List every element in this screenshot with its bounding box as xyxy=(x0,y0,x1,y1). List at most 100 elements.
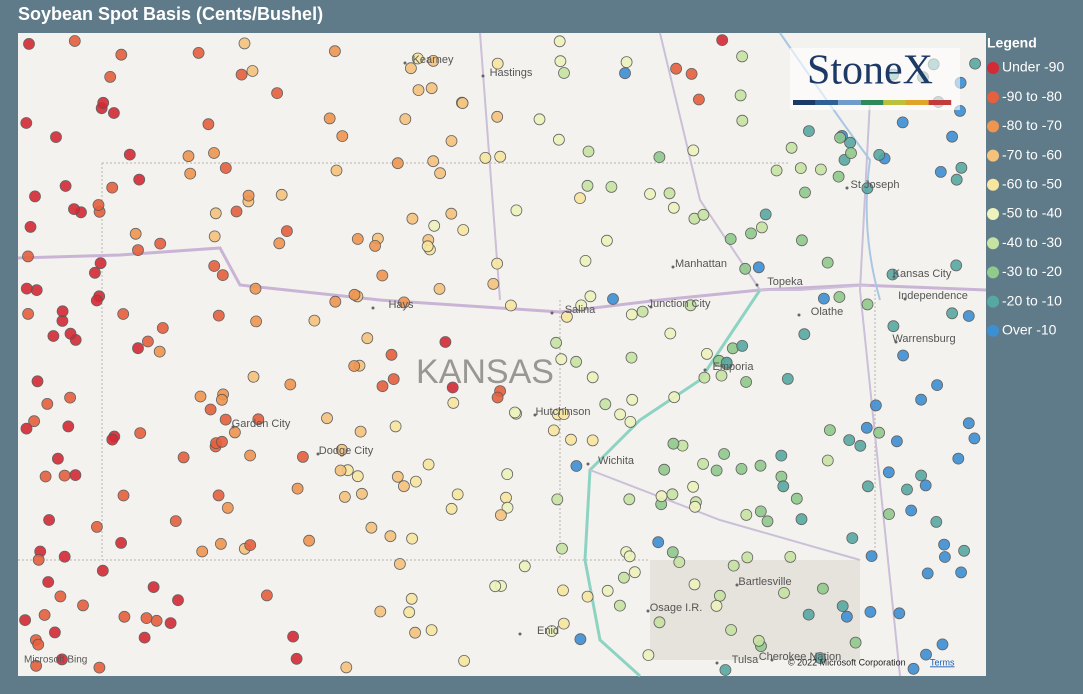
legend-label[interactable]: Under -90 xyxy=(1002,59,1064,75)
basis-point[interactable] xyxy=(739,262,752,275)
basis-point[interactable] xyxy=(374,605,387,618)
basis-point[interactable] xyxy=(882,466,895,479)
basis-point[interactable] xyxy=(323,112,336,125)
basis-point[interactable] xyxy=(43,514,55,526)
legend-swatch[interactable] xyxy=(987,120,999,133)
basis-point[interactable] xyxy=(422,458,435,471)
basis-point[interactable] xyxy=(215,393,228,406)
basis-point[interactable] xyxy=(684,299,697,312)
basis-point[interactable] xyxy=(754,459,767,472)
basis-point[interactable] xyxy=(714,589,726,602)
basis-point[interactable] xyxy=(777,480,790,493)
basis-point[interactable] xyxy=(687,144,700,157)
basis-point[interactable] xyxy=(720,356,733,369)
basis-point[interactable] xyxy=(491,57,504,70)
basis-point[interactable] xyxy=(666,488,679,501)
basis-point[interactable] xyxy=(376,269,389,282)
basis-point[interactable] xyxy=(328,45,341,58)
basis-point[interactable] xyxy=(20,117,33,129)
basis-point[interactable] xyxy=(725,624,737,636)
basis-point[interactable] xyxy=(561,310,573,323)
basis-point[interactable] xyxy=(907,662,920,675)
basis-point[interactable] xyxy=(182,150,195,163)
basis-point[interactable] xyxy=(670,62,682,75)
basis-point[interactable] xyxy=(340,661,353,674)
basis-point[interactable] xyxy=(626,393,639,406)
basis-point[interactable] xyxy=(64,327,77,340)
basis-point[interactable] xyxy=(554,55,567,68)
basis-point[interactable] xyxy=(934,165,947,178)
basis-point[interactable] xyxy=(930,516,943,528)
basis-point[interactable] xyxy=(115,48,128,61)
basis-point[interactable] xyxy=(688,578,701,591)
legend-label[interactable]: -60 to -50 xyxy=(1002,176,1062,192)
basis-point[interactable] xyxy=(846,532,859,544)
basis-point[interactable] xyxy=(69,469,82,482)
legend-swatch[interactable] xyxy=(987,178,999,191)
basis-point[interactable] xyxy=(775,449,788,462)
basis-point[interactable] xyxy=(893,607,906,620)
basis-point[interactable] xyxy=(409,475,422,488)
basis-point[interactable] xyxy=(64,391,76,404)
basis-point[interactable] xyxy=(735,462,748,475)
basis-point[interactable] xyxy=(581,179,594,192)
basis-point[interactable] xyxy=(815,163,827,176)
basis-point[interactable] xyxy=(698,371,711,384)
basis-point[interactable] xyxy=(138,631,151,644)
basis-point[interactable] xyxy=(93,661,106,674)
legend-label[interactable]: -30 to -20 xyxy=(1002,263,1062,279)
basis-point[interactable] xyxy=(451,488,464,501)
basis-point[interactable] xyxy=(47,330,60,342)
basis-point[interactable] xyxy=(348,360,361,372)
basis-point[interactable] xyxy=(824,424,836,437)
basis-point[interactable] xyxy=(445,502,458,515)
basis-point[interactable] xyxy=(946,130,958,143)
basis-point[interactable] xyxy=(666,546,679,559)
basis-point[interactable] xyxy=(873,148,886,161)
basis-point[interactable] xyxy=(685,68,698,80)
basis-point[interactable] xyxy=(938,538,950,551)
basis-point[interactable] xyxy=(958,544,970,557)
basis-point[interactable] xyxy=(818,292,830,305)
basis-point[interactable] xyxy=(504,299,517,312)
basis-point[interactable] xyxy=(821,256,834,269)
basis-point[interactable] xyxy=(799,186,811,199)
basis-point[interactable] xyxy=(427,55,440,67)
basis-point[interactable] xyxy=(921,567,934,580)
basis-point[interactable] xyxy=(794,162,807,175)
basis-point[interactable] xyxy=(330,164,343,177)
basis-point[interactable] xyxy=(123,148,136,161)
basis-point[interactable] xyxy=(62,420,75,433)
basis-point[interactable] xyxy=(216,269,229,282)
legend-label[interactable]: -20 to -10 xyxy=(1002,292,1062,308)
basis-point[interactable] xyxy=(865,550,878,562)
basis-point[interactable] xyxy=(740,376,752,388)
basis-point[interactable] xyxy=(891,435,903,448)
basis-point[interactable] xyxy=(385,348,398,361)
basis-point[interactable] xyxy=(147,581,160,593)
basis-point[interactable] xyxy=(565,433,577,446)
basis-point[interactable] xyxy=(446,381,459,394)
basis-point[interactable] xyxy=(133,173,146,186)
basis-point[interactable] xyxy=(697,457,709,470)
basis-point[interactable] xyxy=(575,299,588,312)
basis-point[interactable] xyxy=(715,369,728,382)
basis-point[interactable] xyxy=(689,500,701,513)
basis-point[interactable] xyxy=(406,212,419,225)
basis-point[interactable] xyxy=(862,480,874,493)
basis-point[interactable] xyxy=(164,617,177,629)
basis-point[interactable] xyxy=(551,493,564,506)
basis-point[interactable] xyxy=(354,425,367,438)
basis-point[interactable] xyxy=(235,68,248,81)
basis-point[interactable] xyxy=(510,204,523,217)
basis-point[interactable] xyxy=(701,347,713,360)
basis-point[interactable] xyxy=(50,131,62,144)
basis-point[interactable] xyxy=(41,397,54,410)
basis-point[interactable] xyxy=(209,207,222,220)
basis-point[interactable] xyxy=(247,370,260,383)
basis-point[interactable] xyxy=(296,450,309,463)
basis-point[interactable] xyxy=(172,594,184,607)
basis-point[interactable] xyxy=(623,493,636,506)
basis-point[interactable] xyxy=(246,65,259,77)
basis-point[interactable] xyxy=(618,571,630,584)
